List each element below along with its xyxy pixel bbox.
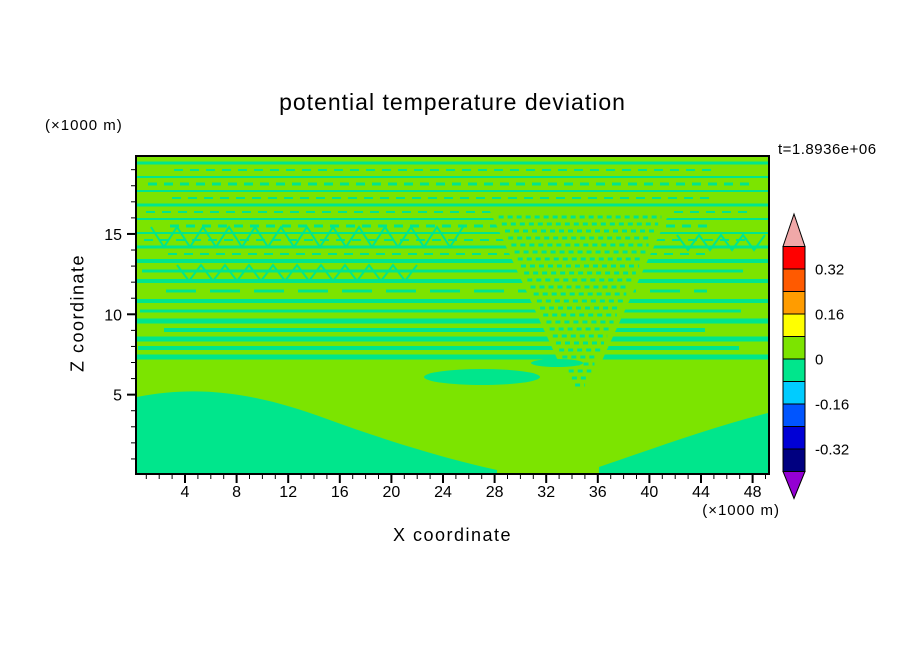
colorbar-tick-label: 0.32 <box>815 262 844 279</box>
x-tick-label: 12 <box>279 484 297 501</box>
lower-right-blob <box>599 413 768 473</box>
colorbar-tick-label: 0 <box>815 352 823 369</box>
x-tick-label: 20 <box>383 484 401 501</box>
colorbar-box <box>782 403 806 427</box>
x-tick-label: 4 <box>181 484 190 501</box>
time-annotation: t=1.8936e+06 <box>778 141 877 158</box>
contour-zigzag <box>176 263 418 283</box>
colorbar-tick-label: 0.16 <box>815 307 844 324</box>
contour-zigzag <box>150 225 464 249</box>
colorbar-under-arrow <box>782 471 806 500</box>
plot-area <box>135 155 770 475</box>
x-axis-units-label: (×1000 m) <box>702 502 780 519</box>
colorbar-tick-label: -0.32 <box>815 442 849 459</box>
x-tick-label: 36 <box>589 484 607 501</box>
colorbar-svg: 0.32 0.16 0 -0.16 -0.32 <box>782 212 849 500</box>
colorbar-box <box>782 246 806 270</box>
colorbar-over-arrow <box>782 212 806 247</box>
colorbar-box <box>782 291 806 315</box>
colorbar-box <box>782 313 806 337</box>
colorbar-box <box>782 336 806 360</box>
x-tick-label: 40 <box>641 484 659 501</box>
y-tick-label: 15 <box>104 227 122 244</box>
y-axis-units-label: (×1000 m) <box>45 117 123 134</box>
y-tick-label: 10 <box>104 307 122 324</box>
x-tick-label: 48 <box>744 484 762 501</box>
contour-field-svg <box>137 157 768 473</box>
colorbar-box <box>782 381 806 405</box>
lens-blob <box>424 369 540 385</box>
colorbar-box <box>782 448 806 472</box>
x-tick-label: 32 <box>537 484 555 501</box>
y-axis-title: Z coordinate <box>67 253 88 373</box>
x-tick-label: 16 <box>331 484 349 501</box>
x-tick-label: 44 <box>692 484 710 501</box>
contour-zigzag <box>676 233 766 252</box>
x-tick-label: 24 <box>434 484 452 501</box>
colorbar-box <box>782 358 806 382</box>
lens-blob <box>531 359 583 367</box>
colorbar-box <box>782 268 806 292</box>
x-tick-label: 28 <box>486 484 504 501</box>
y-tick-label: 5 <box>113 388 122 405</box>
x-axis-title: X coordinate <box>392 525 513 545</box>
colorbar-box <box>782 426 806 450</box>
lower-left-blob <box>137 391 497 473</box>
colorbar-tick-label: -0.16 <box>815 397 849 414</box>
chart-title: potential temperature deviation <box>279 89 626 115</box>
x-tick-label: 8 <box>232 484 241 501</box>
